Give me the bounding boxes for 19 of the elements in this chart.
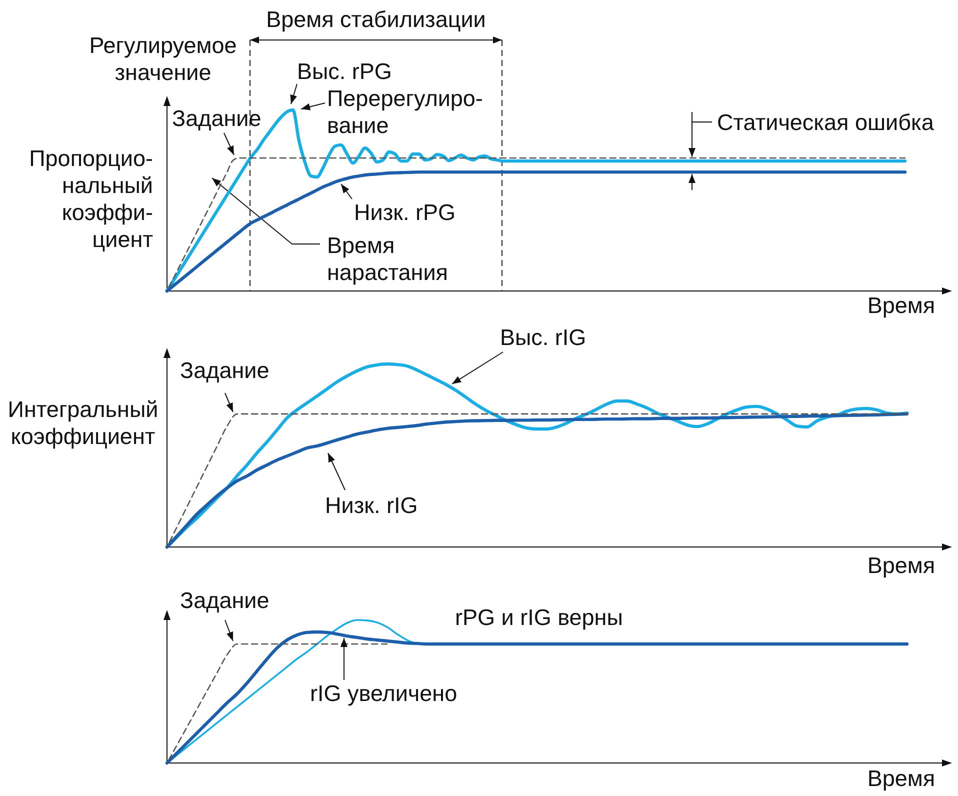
- text: Пропорцио- нальный коэффи- циент: [29, 146, 153, 252]
- text: Время стабилизации: [266, 7, 486, 32]
- y-axis-title: Регулируемое значение: [89, 33, 237, 85]
- series-label: Задание: [180, 358, 270, 383]
- annotation: rPG и rIG верны: [455, 605, 623, 630]
- series-label: Низк. rPG: [354, 200, 456, 225]
- annotation: Время нарастания: [327, 233, 448, 285]
- text: Выс. rIG: [500, 325, 586, 350]
- annotation: Перерегулиро- вание: [327, 86, 483, 138]
- x-axis-title: Время: [867, 553, 935, 578]
- annotation: Статическая ошибка: [717, 110, 934, 135]
- series-label: Задание: [172, 106, 262, 131]
- series-label: rIG увеличено: [310, 681, 458, 706]
- text: Низк. rIG: [325, 493, 418, 518]
- text: Интегральный коэффициент: [8, 397, 158, 449]
- x-axis-title: Время: [867, 766, 935, 791]
- legend-label: Задание: [180, 588, 270, 613]
- x-axis-title: Время: [867, 293, 935, 318]
- series-label: Выс. rPG: [297, 59, 392, 84]
